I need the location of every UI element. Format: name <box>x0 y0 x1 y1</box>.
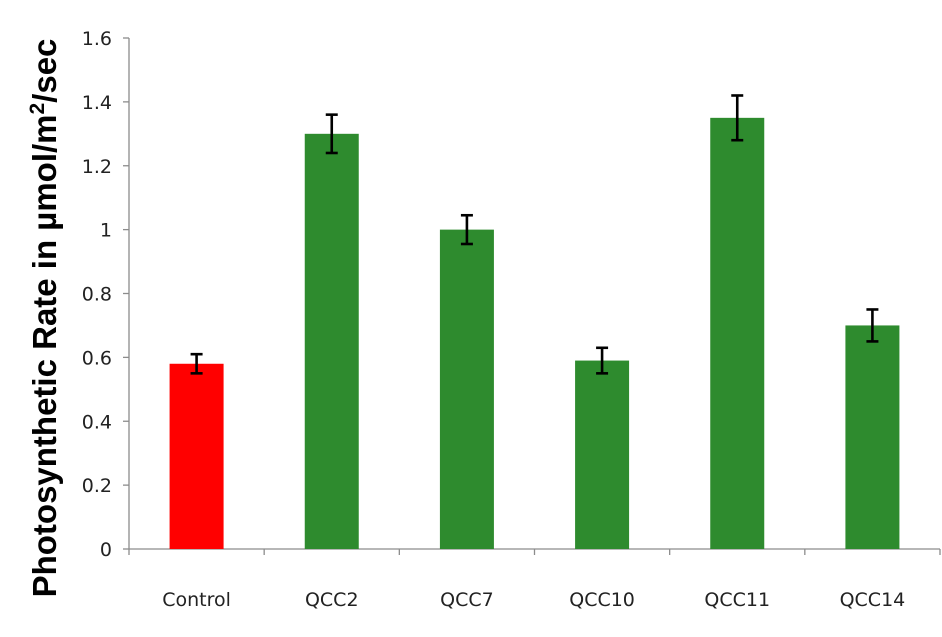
error-bar-control <box>190 352 203 375</box>
x-tick-label: QCC2 <box>305 589 359 611</box>
x-tick-label: QCC11 <box>704 589 770 611</box>
bar-control <box>169 363 224 549</box>
x-tick-label: QCC10 <box>569 589 635 611</box>
y-tick-label: 1.6 <box>82 28 112 50</box>
y-tick-label: 0.2 <box>82 475 112 497</box>
error-bar-qcc10 <box>596 346 609 375</box>
y-tick-label: 1 <box>100 220 112 242</box>
error-bars <box>190 94 879 375</box>
bars <box>169 117 900 549</box>
bar-qcc11 <box>710 117 765 549</box>
y-tick-label: 0.4 <box>82 411 112 433</box>
y-axis-label: Photosynthetic Rate in µmol/m2/sec <box>26 39 63 598</box>
bar-qcc14 <box>845 325 900 549</box>
error-bar-qcc7 <box>460 213 473 246</box>
y-axis-label-tail: /sec <box>26 39 63 103</box>
y-tick-label: 0.6 <box>82 347 112 369</box>
y-axis-label-main: Photosynthetic Rate in µmol/m <box>26 115 63 598</box>
y-axis-label-superscript: 2 <box>26 103 49 115</box>
tick-labels: 0 0.2 0.4 0.6 0.8 1 1.2 1.4 1.6 Control QCC2 QCC7 QC… <box>82 28 905 611</box>
bar-qcc10 <box>575 360 630 549</box>
error-bar-qcc14 <box>866 308 879 343</box>
y-tick-label: 1.4 <box>82 92 112 114</box>
y-tick-label: 1.2 <box>82 156 112 178</box>
error-bar-qcc11 <box>731 94 744 142</box>
y-tick-label: 0.8 <box>82 284 112 306</box>
x-tick-label: QCC7 <box>440 589 494 611</box>
y-tick-label: 0 <box>100 539 112 561</box>
x-tick-label: Control <box>162 589 231 611</box>
bar-qcc2 <box>304 133 359 549</box>
bar-qcc7 <box>439 229 494 549</box>
axes <box>123 37 941 555</box>
x-tick-label: QCC14 <box>840 589 906 611</box>
error-bar-qcc2 <box>325 113 338 155</box>
